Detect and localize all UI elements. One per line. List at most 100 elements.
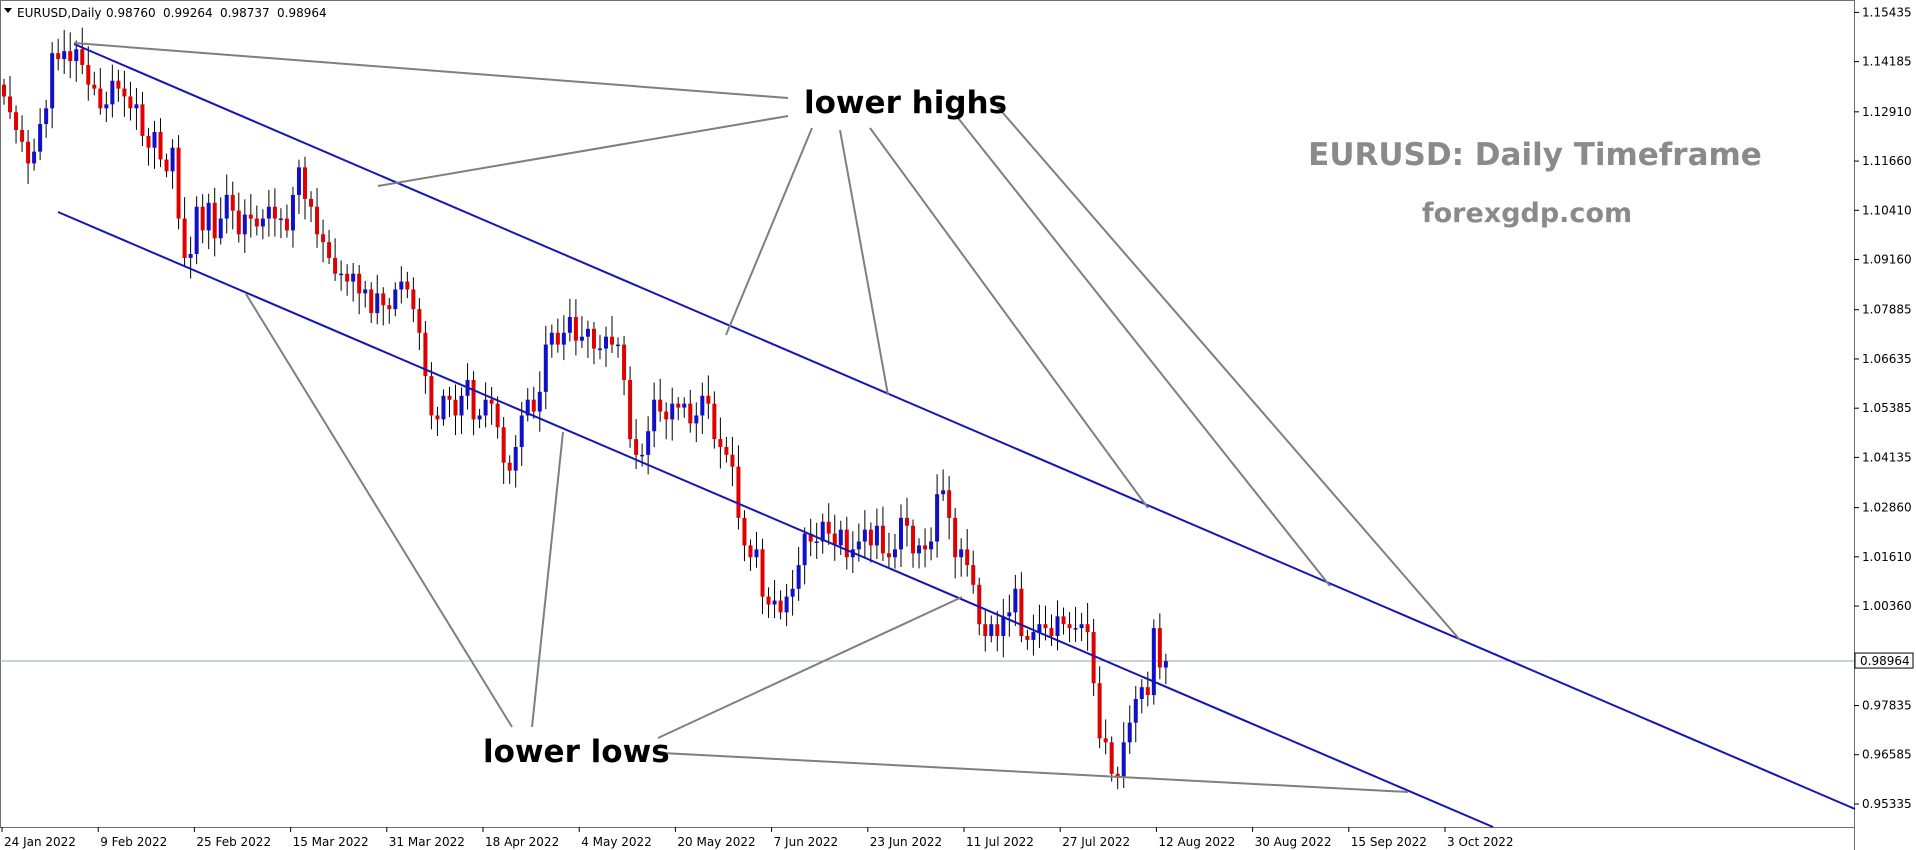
bull-candle (399, 281, 404, 290)
bear-candle (1145, 687, 1150, 696)
bull-candle (682, 403, 687, 408)
bull-candle (929, 541, 934, 550)
bear-candle (760, 549, 765, 597)
pointer-line (725, 127, 813, 336)
bear-candle (706, 395, 711, 404)
bear-candle (983, 624, 988, 637)
time-tick-label: 15 Sep 2022 (1351, 835, 1427, 849)
price-tick-label: 1.06635 (1862, 352, 1912, 366)
bear-candle (128, 96, 133, 109)
price-tick-label: 1.14185 (1862, 55, 1912, 69)
bear-candle (423, 332, 428, 377)
bull-candle (1037, 624, 1042, 633)
bear-candle (20, 129, 25, 142)
bear-candle (844, 529, 849, 558)
bear-candle (1049, 628, 1054, 637)
bear-candle (272, 206, 277, 219)
bear-candle (405, 281, 410, 290)
bear-candle (471, 380, 476, 420)
plot-frame (0, 0, 1855, 828)
bull-candle (188, 254, 193, 258)
bull-candle (296, 167, 301, 195)
bull-candle (646, 431, 651, 455)
bear-candle (778, 600, 783, 613)
bull-candle (567, 317, 572, 333)
bear-candle (26, 141, 31, 164)
pointer-line (661, 752, 1409, 793)
bear-candle (146, 135, 151, 148)
chart-menu-triangle-icon (4, 8, 12, 13)
bull-candle (1013, 588, 1018, 613)
current-price-box (1854, 652, 1914, 669)
channel-lines (57, 43, 1856, 828)
bull-candle (266, 206, 271, 219)
bear-candle (947, 490, 952, 518)
bear-candle (176, 147, 181, 219)
bear-candle (321, 234, 326, 243)
bear-candle (315, 206, 320, 235)
bear-candle (953, 517, 958, 558)
bull-candle (44, 108, 49, 125)
bull-candle (802, 533, 807, 566)
upper-channel-line (73, 43, 1856, 810)
bull-candle (1055, 616, 1060, 637)
time-tick-label: 7 Jun 2022 (774, 835, 839, 849)
bull-candle (820, 521, 825, 542)
bear-candle (531, 399, 536, 412)
price-tick-label: 1.00360 (1862, 599, 1912, 613)
bull-candle (796, 565, 801, 589)
bull-candle (700, 395, 705, 416)
bull-candle (152, 131, 157, 148)
bear-candle (766, 596, 771, 605)
price-tick-label: 1.15435 (1862, 5, 1912, 19)
bear-candle (634, 439, 639, 455)
bear-candle (236, 210, 241, 235)
bear-candle (886, 553, 891, 558)
bear-candle (200, 206, 205, 231)
bull-candle (862, 529, 867, 542)
bull-candle (32, 151, 37, 164)
bear-candle (327, 242, 332, 258)
chart-header: EURUSD,Daily 0.98760 0.99264 0.98737 0.9… (4, 6, 327, 20)
bull-candle (1151, 628, 1156, 696)
bear-candle (923, 545, 928, 550)
pointer-lines (73, 42, 1461, 793)
bull-candle (959, 549, 964, 558)
pointer-line (245, 293, 513, 728)
bear-candle (387, 305, 392, 310)
bear-candle (212, 202, 217, 239)
bear-candle (1091, 632, 1096, 684)
bear-candle (56, 53, 61, 60)
pointer-line (839, 129, 889, 396)
bear-candle (429, 376, 434, 416)
bull-candle (838, 529, 843, 546)
bear-candle (664, 411, 669, 420)
bear-candle (995, 624, 1000, 637)
bear-candle (489, 399, 494, 404)
pointer-line (531, 431, 564, 728)
price-tick-label: 1.05385 (1862, 401, 1912, 415)
bear-candle (1067, 624, 1072, 629)
low-value: 0.98737 (220, 6, 270, 20)
bear-candle (14, 112, 19, 130)
bear-candle (555, 332, 560, 345)
bull-candle (290, 194, 295, 231)
time-tick-label: 18 Apr 2022 (485, 835, 559, 849)
time-tick-label: 20 May 2022 (677, 835, 755, 849)
bear-candle (345, 273, 350, 282)
bull-candle (104, 104, 109, 109)
bull-candle (989, 624, 994, 637)
time-tick-label: 27 Jul 2022 (1062, 835, 1130, 849)
bull-candle (549, 332, 554, 345)
bear-candle (977, 584, 982, 625)
time-tick-label: 15 Mar 2022 (293, 835, 369, 849)
bull-candle (206, 202, 211, 231)
bull-candle (170, 147, 175, 172)
bear-candle (447, 395, 452, 400)
bear-candle (435, 415, 440, 420)
bear-candle (658, 399, 663, 412)
bear-candle (676, 403, 681, 408)
bear-candle (1109, 742, 1114, 774)
bear-candle (182, 218, 187, 258)
